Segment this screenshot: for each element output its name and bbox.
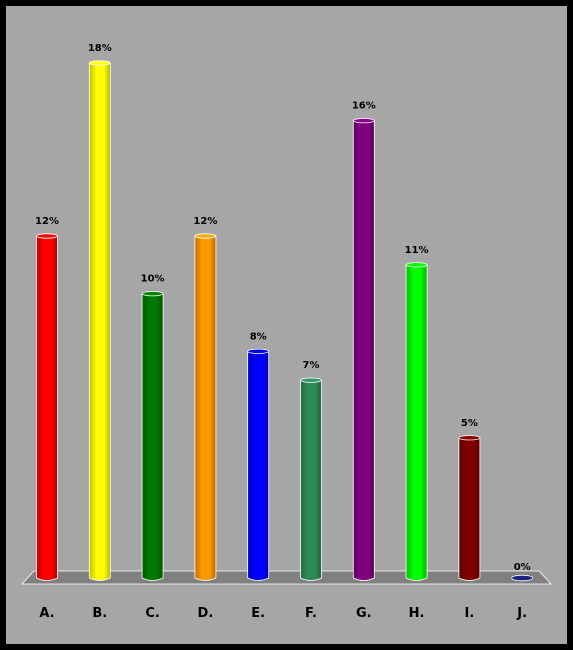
data-label: 0% bbox=[514, 562, 531, 573]
data-label: 11% bbox=[405, 245, 429, 256]
category-label: H. bbox=[409, 606, 425, 621]
bar-top bbox=[194, 233, 217, 239]
bar-top bbox=[247, 348, 270, 354]
category-label: E. bbox=[251, 606, 265, 621]
bar bbox=[300, 379, 322, 581]
bar bbox=[88, 62, 111, 581]
data-label: 8% bbox=[250, 331, 267, 342]
category-label: A. bbox=[39, 606, 54, 621]
bar-top bbox=[88, 60, 111, 66]
data-label: 12% bbox=[35, 216, 59, 227]
category-label: I. bbox=[465, 606, 475, 621]
bar bbox=[405, 264, 428, 581]
bar-top bbox=[300, 377, 322, 383]
chart-area: 12% A. 18% B. 10% C. 12% D. 8% E. 7% F. 16% G. 11% H. 5%… bbox=[6, 6, 567, 644]
bar-chart: 12% A. 18% B. 10% C. 12% D. 8% E. 7% F. 16% G. 11% H. 5%… bbox=[21, 43, 552, 621]
bar-top bbox=[458, 435, 481, 441]
data-label: 18% bbox=[88, 43, 112, 54]
bar-top bbox=[405, 262, 428, 268]
category-label: J. bbox=[516, 606, 527, 621]
bar-top bbox=[141, 291, 164, 297]
data-label: 12% bbox=[193, 216, 217, 227]
category-label: B. bbox=[92, 606, 107, 621]
category-label: C. bbox=[145, 606, 159, 621]
data-label: 7% bbox=[303, 360, 320, 371]
bar-top bbox=[352, 118, 375, 124]
bar bbox=[194, 235, 217, 581]
bar bbox=[352, 120, 375, 581]
category-label: F. bbox=[305, 606, 317, 621]
bar bbox=[511, 574, 534, 582]
bar bbox=[36, 235, 58, 581]
data-label: 10% bbox=[141, 274, 165, 285]
bar bbox=[458, 437, 481, 581]
data-label: 16% bbox=[352, 101, 376, 112]
category-label: D. bbox=[198, 606, 214, 621]
bar bbox=[141, 293, 164, 581]
bar bbox=[247, 350, 270, 581]
bar-top bbox=[36, 233, 58, 239]
data-label: 5% bbox=[461, 418, 478, 429]
category-label: G. bbox=[356, 606, 372, 621]
